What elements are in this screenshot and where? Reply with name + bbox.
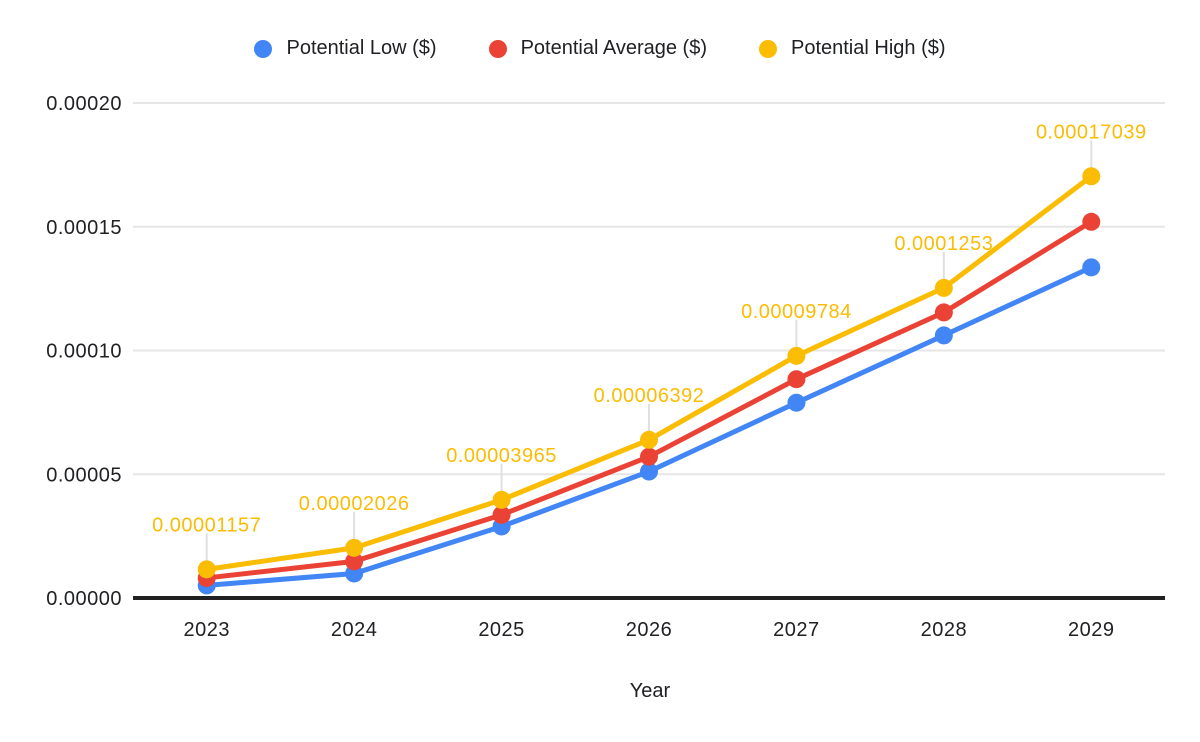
x-tick-label: 2026 <box>626 619 673 641</box>
legend-marker-circle-icon <box>488 39 507 58</box>
data-point-potential-high <box>1082 167 1101 186</box>
data-point-potential-high <box>787 346 806 365</box>
legend-label: Potential Low ($) <box>286 37 437 59</box>
legend-marker-circle-icon <box>254 39 273 58</box>
legend-marker-circle-icon <box>758 39 777 58</box>
data-point-label: 0.00009784 <box>741 301 852 323</box>
data-point-label: 0.00017039 <box>1036 121 1147 143</box>
chart-legend: Potential Low ($) Potential Average ($) Po… <box>0 37 1200 60</box>
x-tick-label: 2029 <box>1068 619 1115 641</box>
data-point-potential-average <box>934 303 953 322</box>
y-tick-label: 0.00020 <box>46 93 122 115</box>
data-point-potential-average <box>1082 212 1101 231</box>
data-point-potential-low <box>1082 258 1101 277</box>
data-point-label: 0.00006392 <box>594 385 705 407</box>
x-tick-label: 2027 <box>773 619 820 641</box>
y-tick-label: 0.00005 <box>46 464 122 486</box>
data-point-potential-low <box>640 462 658 481</box>
data-point-potential-low <box>934 326 953 345</box>
data-point-potential-high <box>492 490 511 509</box>
data-point-potential-average <box>345 552 364 571</box>
x-tick-label: 2028 <box>921 619 968 641</box>
data-point-potential-high <box>345 538 364 557</box>
data-point-potential-high <box>197 560 216 579</box>
y-tick-label: 0.00015 <box>46 217 122 239</box>
data-point-potential-low <box>787 393 806 412</box>
x-tick-label: 2023 <box>183 619 230 641</box>
data-point-label: 0.0001253 <box>894 233 993 255</box>
legend-item-potential-high: Potential High ($) <box>758 37 946 60</box>
x-tick-label: 2025 <box>478 619 525 641</box>
data-point-potential-average <box>787 370 806 389</box>
legend-item-potential-low: Potential Low ($) <box>254 37 437 60</box>
data-point-label: 0.00002026 <box>299 493 410 515</box>
y-tick-label: 0.00000 <box>46 588 122 610</box>
y-tick-label: 0.00010 <box>46 341 122 363</box>
data-point-potential-average <box>492 505 511 524</box>
legend-label: Potential High ($) <box>790 37 946 59</box>
data-point-potential-average <box>640 447 658 466</box>
x-tick-label: 2024 <box>331 619 378 641</box>
data-point-potential-high <box>640 430 658 449</box>
legend-item-potential-average: Potential Average ($) <box>488 37 707 60</box>
data-point-label: 0.00003965 <box>446 445 557 467</box>
data-point-label: 0.00001157 <box>152 514 261 536</box>
x-axis-title: Year <box>630 680 671 702</box>
legend-label: Potential Average ($) <box>520 37 707 59</box>
data-point-potential-high <box>934 278 953 297</box>
